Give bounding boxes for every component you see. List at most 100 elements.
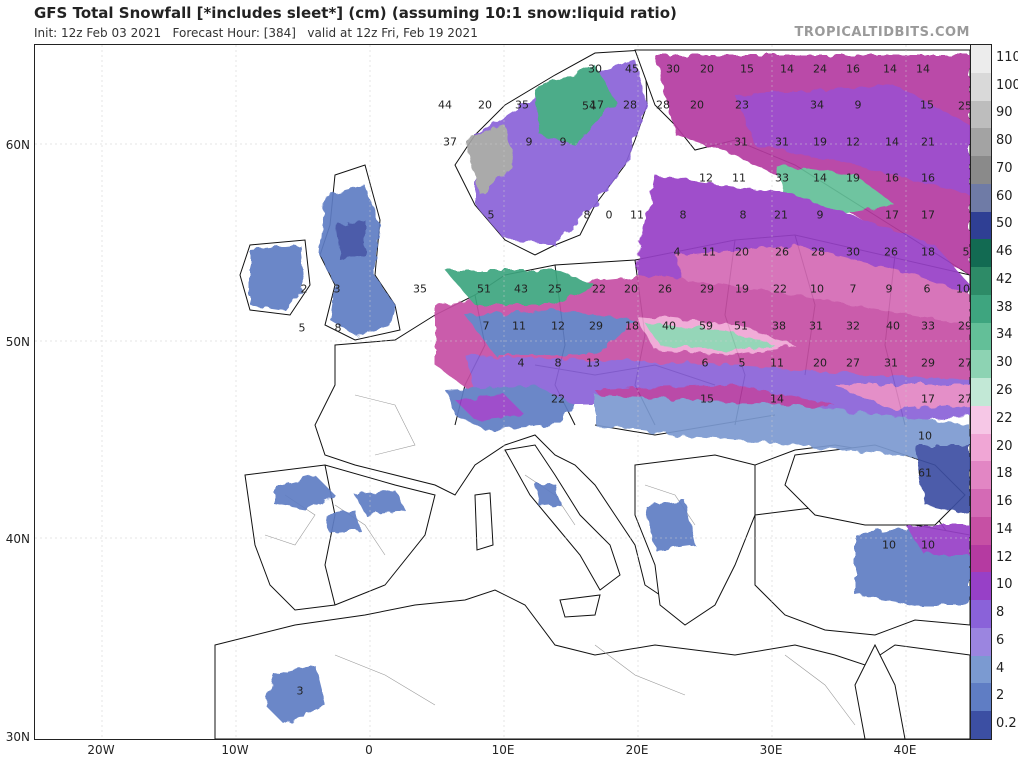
snowfall-value-label: 5	[487, 208, 495, 222]
snowfall-value-label: 59	[699, 319, 713, 333]
snowfall-value-label: 9	[854, 98, 862, 112]
snowfall-value-label: 16	[921, 171, 935, 185]
snowfall-value-label: 20	[690, 98, 704, 112]
snowfall-value-label: 35	[515, 98, 529, 112]
legend-swatch	[971, 322, 991, 352]
snowfall-value-label: 11	[770, 356, 784, 370]
snowfall-value-label: 37	[443, 135, 457, 149]
lat-label-60n: 60N	[5, 138, 30, 152]
snowfall-value-label: 25	[548, 282, 562, 296]
legend-label: 70	[996, 160, 1013, 176]
snowfall-value-label: 4	[517, 356, 525, 370]
legend-label: 50	[996, 216, 1013, 232]
legend-swatch	[971, 544, 991, 574]
legend-swatch	[971, 156, 991, 185]
chart-title: GFS Total Snowfall [*includes sleet*] (c…	[34, 4, 677, 22]
snowfall-value-label: 9	[885, 282, 893, 296]
snowfall-value-label: 14	[770, 392, 784, 406]
snowfall-value-label: 11	[512, 319, 526, 333]
snowfall-value-label: 20	[735, 245, 749, 259]
snowfall-value-label: 29	[921, 356, 935, 370]
snowfall-value-label: 17	[921, 392, 935, 406]
snowfall-value-label: 29	[589, 319, 603, 333]
legend-swatch	[971, 516, 991, 546]
lon-label-30e: 30E	[759, 743, 783, 757]
lat-label-40n: 40N	[5, 532, 30, 546]
snowfall-value-label: 27	[958, 356, 971, 370]
snowfall-value-label: 44	[438, 98, 452, 112]
snowfall-value-label: 26	[658, 282, 672, 296]
snowfall-value-label: 29	[700, 282, 714, 296]
snowfall-value-label: 21	[921, 135, 935, 149]
snowfall-value-label: 38	[772, 319, 786, 333]
snowfall-value-label: 10	[921, 538, 935, 552]
snowfall-value-label: 24	[813, 62, 827, 76]
snowfall-value-label: 15	[740, 62, 754, 76]
legend-swatch	[971, 600, 991, 629]
snowfall-value-label: 34	[810, 98, 824, 112]
snowfall-value-label: 22	[592, 282, 606, 296]
snowfall-value-label: 4	[673, 245, 681, 259]
legend-swatch	[971, 72, 991, 102]
legend-swatch	[971, 128, 991, 158]
snowfall-value-label: 43	[514, 282, 528, 296]
snowfall-value-label: 11	[630, 208, 644, 222]
legend-label: 90	[996, 105, 1013, 121]
legend-label: 100	[996, 77, 1018, 93]
legend-label: 38	[996, 299, 1013, 315]
snowfall-value-label: 2	[300, 282, 308, 296]
snowfall-value-label: 8	[334, 321, 342, 335]
legend-label: 60	[996, 188, 1013, 204]
legend-label: 10	[996, 577, 1013, 593]
legend-label: 110	[996, 49, 1018, 65]
snowfall-value-label: 5	[962, 245, 970, 259]
snowfall-value-label: 29	[958, 319, 971, 333]
snowfall-value-label: 16	[846, 62, 860, 76]
legend-swatch	[971, 294, 991, 324]
snowfall-map[interactable]: 30 45 30 20 15 14 24 16 14 14 44 20 35 17 28 28 20 23 34 9 1…	[34, 44, 971, 740]
snowfall-value-label: 51	[477, 282, 491, 296]
legend-label: 42	[996, 271, 1013, 287]
map-canvas	[35, 45, 970, 739]
graticule	[35, 45, 970, 739]
snowfall-value-label: 19	[813, 135, 827, 149]
snowfall-value-label: 18	[625, 319, 639, 333]
snowfall-value-label: 30	[846, 245, 860, 259]
legend-swatch	[971, 461, 991, 491]
snowfall-value-label: 51	[734, 319, 748, 333]
snowfall-value-label: 3	[333, 282, 341, 296]
legend-swatch	[971, 683, 991, 713]
snowfall-value-label: 28	[811, 245, 825, 259]
legend-swatch	[971, 572, 991, 602]
snowfall-value-label: 23	[735, 98, 749, 112]
legend-label: 8	[996, 605, 1005, 621]
legend-swatch	[971, 350, 991, 380]
snowfall-value-label: 20	[624, 282, 638, 296]
snowfall-value-label: 13	[586, 356, 600, 370]
snowfall-value-label: 17	[885, 208, 899, 222]
snowfall-value-label: 40	[662, 319, 676, 333]
legend-label: 26	[996, 383, 1013, 398]
snowfall-value-label: 32	[846, 319, 860, 333]
legend-label: 34	[996, 327, 1013, 343]
snowfall-value-label: 20	[478, 98, 492, 112]
legend-swatch	[971, 627, 991, 657]
snowfall-value-label: 27	[958, 392, 971, 406]
snowfall-value-label: 15	[920, 98, 934, 112]
snowfall-shading	[250, 55, 970, 725]
site-brand[interactable]: TROPICALTIDBITS.COM	[794, 25, 970, 40]
snowfall-value-label: 6	[923, 282, 931, 296]
snowfall-value-label: 7	[482, 319, 490, 333]
legend-label: 46	[996, 244, 1013, 260]
legend-label: 14	[996, 521, 1013, 537]
lon-label-40e: 40E	[893, 743, 917, 757]
snowfall-value-label: 3	[296, 684, 304, 698]
lon-label-10e: 10E	[491, 743, 515, 757]
snowfall-value-label: 22	[773, 282, 787, 296]
snowfall-value-label: 35	[413, 282, 427, 296]
snowfall-value-label: 25	[958, 99, 971, 113]
snowfall-value-label: 19	[735, 282, 749, 296]
lat-label-30n: 30N	[5, 730, 30, 744]
snowfall-value-label: 28	[623, 98, 637, 112]
snowfall-value-label: 30	[666, 62, 680, 76]
